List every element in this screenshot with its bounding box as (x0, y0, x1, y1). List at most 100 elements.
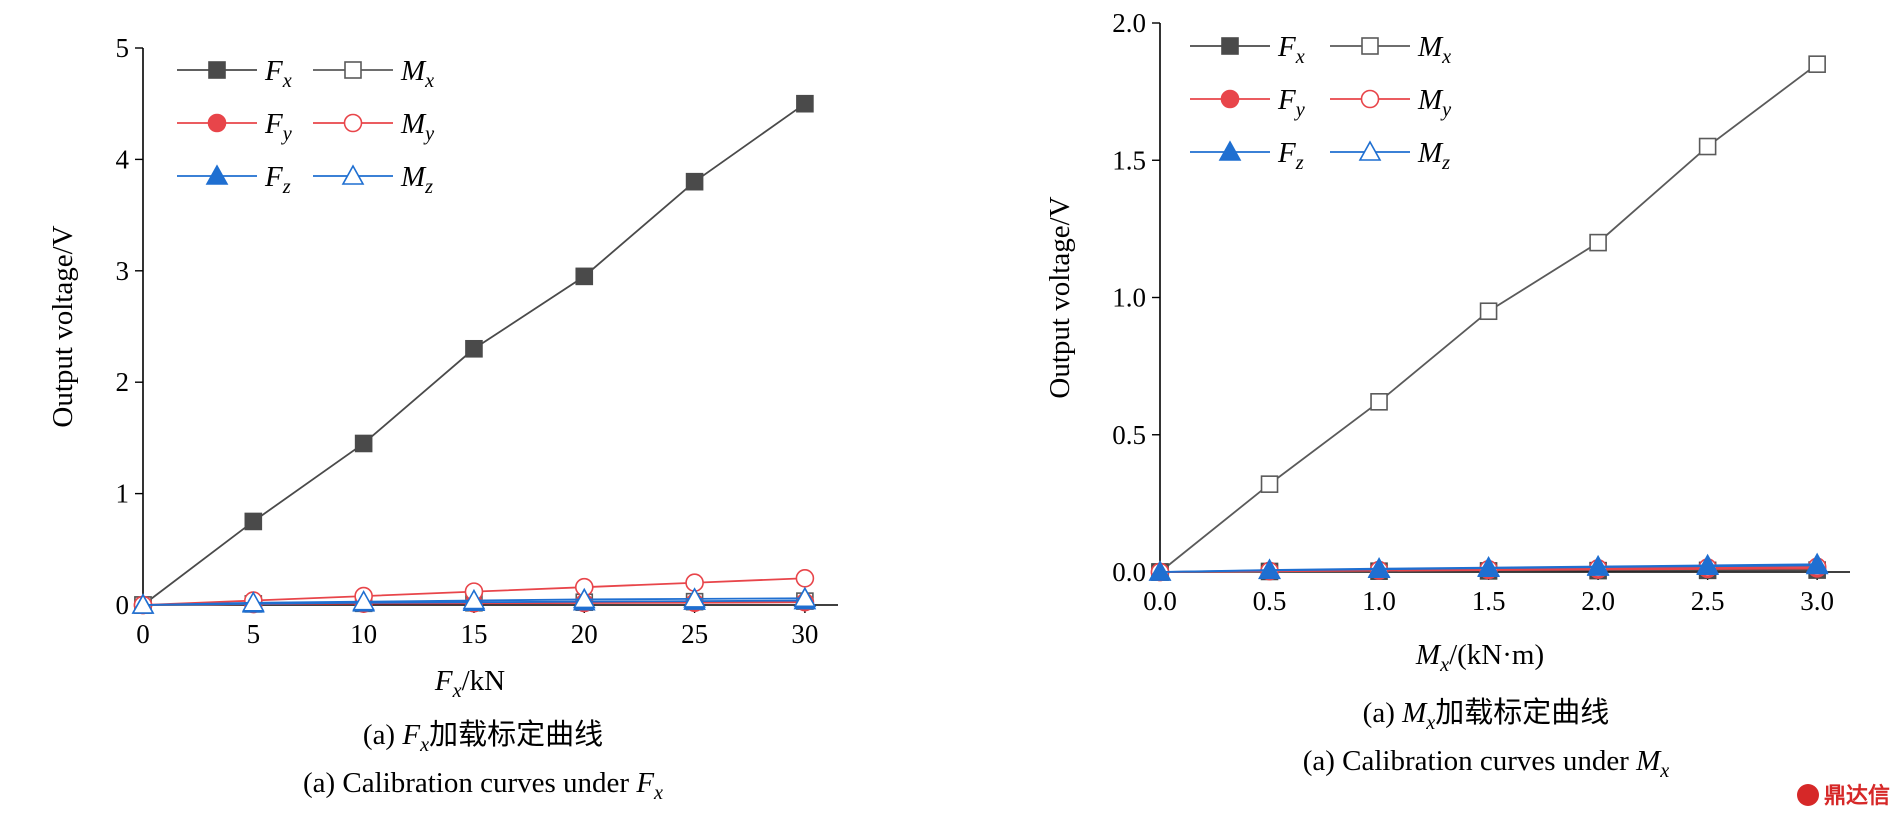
x-tick-label: 10 (350, 619, 377, 649)
series-Mx (1151, 55, 1826, 581)
x-tick-label: 30 (791, 619, 818, 649)
y-tick-label: 2 (116, 367, 130, 397)
legend-item-Fy: Fy (1190, 84, 1306, 121)
data-point-Mz (241, 591, 265, 612)
legend-item-Mz: Mz (1330, 137, 1450, 174)
legend-label-Fz: Fz (264, 161, 291, 198)
legend-marker-Mz (1358, 140, 1382, 161)
legend-label-Fz: Fz (1277, 137, 1304, 174)
legend-item-Mx: Mx (1330, 31, 1451, 68)
chart-fx-calibration: 0 5 10 15 20 25 30 0 1 2 3 4 5 Output voltage/V Fx/kN (… (47, 33, 838, 804)
data-point-Fz (1696, 553, 1719, 575)
legend-item-Fz: Fz (1190, 137, 1304, 174)
data-point-Mx (1260, 475, 1279, 493)
legend-marker-Mx (344, 61, 362, 79)
legend-label-Fx: Fx (264, 55, 292, 92)
legend: Fx Mx Fy My Fz Mz (1190, 31, 1452, 174)
data-point-Fx (796, 94, 814, 113)
x-tick-label: 0.5 (1253, 586, 1287, 616)
legend-label-Mx: Mx (1417, 31, 1451, 68)
data-point-Fz (1148, 560, 1172, 581)
legend-item-Mz: Mz (313, 161, 433, 198)
x-tick-label: 0 (136, 619, 150, 649)
y-axis-title: Output voltage/V (1044, 196, 1076, 398)
x-axis-title: Fx/kN (434, 665, 505, 702)
legend-label-Fx: Fx (1277, 31, 1305, 68)
data-point-Mz (352, 590, 375, 611)
y-tick-label: 4 (116, 144, 130, 174)
watermark-icon (1797, 784, 1819, 806)
data-point-Fz (1367, 557, 1391, 578)
x-tick-label: 2.0 (1581, 586, 1615, 616)
caption-en: (a) Calibration curves under Fx (303, 767, 663, 804)
data-point-Fz (1586, 554, 1610, 576)
y-axis-title: Output voltage/V (47, 225, 79, 427)
data-point-Fx (354, 434, 373, 453)
data-point-Mx (1698, 137, 1717, 156)
x-tick-label: 25 (681, 619, 708, 649)
legend-item-Fx: Fx (177, 55, 292, 92)
caption-cn: (a) Fx加载标定曲线 (363, 718, 603, 756)
data-point-Fz (1258, 558, 1281, 579)
x-tick-label: 1.5 (1472, 586, 1506, 616)
x-tick-label: 0.0 (1143, 586, 1177, 616)
data-point-Mz (683, 587, 706, 608)
legend-item-My: My (313, 108, 435, 145)
data-point-Fz (1477, 555, 1500, 577)
legend-marker-My (1360, 89, 1380, 109)
legend-marker-Fx (208, 61, 226, 79)
y-tick-label: 0.0 (1112, 557, 1146, 587)
x-tick-label: 3.0 (1800, 586, 1834, 616)
x-tick-label: 20 (571, 619, 598, 649)
x-axis-title: Mx/(kN·m) (1415, 639, 1544, 676)
data-point-Mz (131, 593, 155, 614)
data-point-Fz (1805, 552, 1829, 574)
data-point-Mz (462, 588, 486, 610)
watermark-logo: 鼎达信 (1797, 783, 1890, 809)
data-point-Fx (244, 512, 263, 531)
legend-item-My: My (1330, 84, 1452, 121)
x-tick-label: 2.5 (1691, 586, 1725, 616)
watermark-text: 鼎达信 (1824, 783, 1890, 809)
legend-marker-My (343, 113, 363, 133)
y-tick-label: 1.0 (1112, 283, 1146, 313)
legend-label-Mz: Mz (1417, 137, 1450, 174)
series-Mz (131, 586, 817, 614)
legend-marker-Fy (1220, 89, 1240, 109)
data-point-Mx (1589, 233, 1607, 252)
legend-item-Fz: Fz (177, 161, 291, 198)
data-point-Mz (793, 586, 817, 608)
y-tick-label: 0.5 (1112, 420, 1146, 450)
legend-label-Mx: Mx (400, 55, 434, 92)
data-point-Fx (685, 172, 704, 191)
legend-item-Mx: Mx (313, 55, 434, 92)
caption-en: (a) Calibration curves under Mx (1303, 745, 1670, 782)
x-tick-label: 5 (247, 619, 261, 649)
legend-label-Fy: Fy (1277, 84, 1306, 121)
legend-marker-Fz (205, 164, 229, 185)
caption-cn: (a) Mx加载标定曲线 (1363, 696, 1610, 734)
y-tick-label: 3 (116, 256, 130, 286)
x-tick-label: 15 (460, 619, 487, 649)
data-point-Mx (1808, 55, 1826, 73)
data-point-Mz (572, 587, 596, 609)
legend-item-Fy: Fy (177, 108, 293, 145)
legend-marker-Fx (1221, 37, 1239, 55)
data-point-Mx (1479, 302, 1498, 321)
series-Fx (134, 94, 814, 614)
data-point-My (795, 568, 815, 588)
y-tick-label: 5 (116, 33, 130, 63)
legend-label-Mz: Mz (400, 161, 433, 198)
y-tick-label: 0 (116, 590, 130, 620)
chart-mx-calibration: 0.0 0.5 1.0 1.5 2.0 2.5 3.0 0.0 0.5 1.0 1.5 2.0 Outp… (1044, 8, 1850, 782)
y-tick-label: 1 (116, 479, 130, 509)
legend-label-Fy: Fy (264, 108, 293, 145)
data-point-Fx (575, 267, 594, 286)
series-Fz (1148, 552, 1829, 581)
legend-marker-Fy (207, 113, 227, 133)
legend-label-My: My (400, 108, 435, 145)
legend-marker-Mx (1361, 37, 1379, 55)
legend-label-My: My (1417, 84, 1452, 121)
legend: Fx Mx Fy My Fz Mz (177, 55, 435, 198)
